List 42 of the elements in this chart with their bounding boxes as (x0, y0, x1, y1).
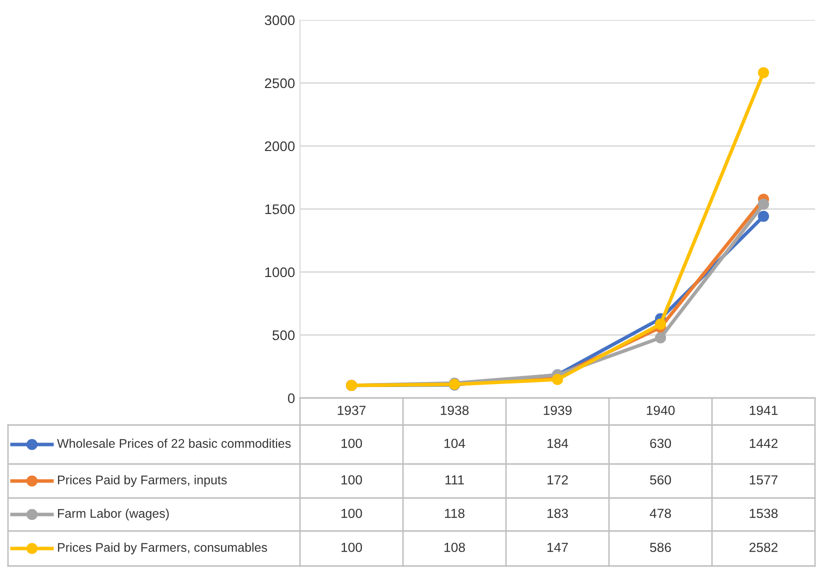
data-label: 147 (548, 542, 568, 552)
y-tick-label: 1500 (265, 204, 295, 214)
x-tick-label: 1938 (440, 406, 469, 416)
data-label: 560 (650, 475, 671, 485)
y-tick-label: 3000 (264, 15, 295, 26)
data-label: 100 (342, 542, 362, 552)
data-label: 1538 (750, 508, 778, 518)
point (654, 318, 666, 330)
data-label: 2582 (749, 542, 778, 552)
x-tick-label: 1937 (338, 406, 366, 416)
data-label: 586 (650, 542, 671, 552)
data-label: 100 (342, 438, 362, 448)
data-label: 1442 (750, 438, 778, 448)
data-label: 100 (342, 508, 362, 518)
data-label: 478 (650, 508, 671, 518)
y-tick-label: 2500 (264, 78, 295, 88)
y-tick-label: 500 (272, 330, 295, 340)
legend-label: Farm Labor (wages) (58, 508, 169, 520)
data-label: 630 (650, 438, 671, 448)
point (758, 210, 770, 222)
data-label: 100 (342, 475, 362, 485)
legend-label: Prices Paid by Farmers, inputs (58, 475, 227, 487)
y-tick-label: 0 (288, 393, 295, 404)
data-label: 104 (444, 438, 466, 448)
data-label: 1577 (750, 475, 778, 485)
legend-label: Wholesale Prices of 22 basic commodities (57, 438, 291, 448)
data-label: 108 (444, 542, 465, 552)
x-tick-label: 1940 (646, 406, 675, 416)
legend-label: Prices Paid by Farmers, consumables (58, 542, 268, 554)
data-label: 172 (548, 475, 568, 484)
y-tick-label: 2000 (264, 141, 295, 152)
point (758, 67, 770, 78)
x-tick-label: 1941 (750, 406, 778, 416)
point (758, 198, 770, 210)
data-label: 111 (445, 475, 464, 484)
point (552, 374, 564, 386)
data-label: 118 (444, 508, 464, 518)
data-label: 183 (548, 508, 568, 518)
point (654, 332, 666, 344)
x-tick-label: 1939 (544, 406, 572, 416)
data-label: 184 (548, 438, 568, 448)
y-tick-label: 1000 (265, 267, 295, 278)
